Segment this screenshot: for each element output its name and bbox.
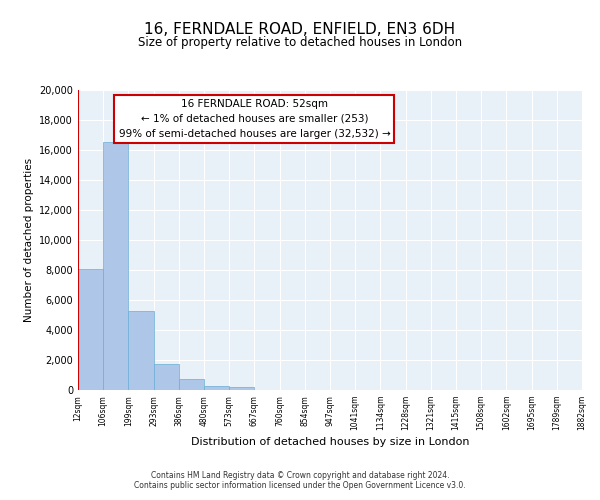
Text: Contains HM Land Registry data © Crown copyright and database right 2024.
Contai: Contains HM Land Registry data © Crown c…: [134, 470, 466, 490]
Bar: [204, 386, 229, 390]
Bar: [103, 142, 128, 390]
Bar: [78, 268, 103, 390]
Text: 16 FERNDALE ROAD: 52sqm
← 1% of detached houses are smaller (253)
99% of semi-de: 16 FERNDALE ROAD: 52sqm ← 1% of detached…: [119, 99, 390, 138]
Bar: [229, 387, 254, 390]
Bar: [154, 364, 179, 390]
X-axis label: Distribution of detached houses by size in London: Distribution of detached houses by size …: [191, 438, 469, 448]
Bar: [128, 310, 154, 390]
Text: 16, FERNDALE ROAD, ENFIELD, EN3 6DH: 16, FERNDALE ROAD, ENFIELD, EN3 6DH: [145, 22, 455, 38]
Text: Size of property relative to detached houses in London: Size of property relative to detached ho…: [138, 36, 462, 49]
Y-axis label: Number of detached properties: Number of detached properties: [24, 158, 34, 322]
Bar: [179, 379, 204, 390]
